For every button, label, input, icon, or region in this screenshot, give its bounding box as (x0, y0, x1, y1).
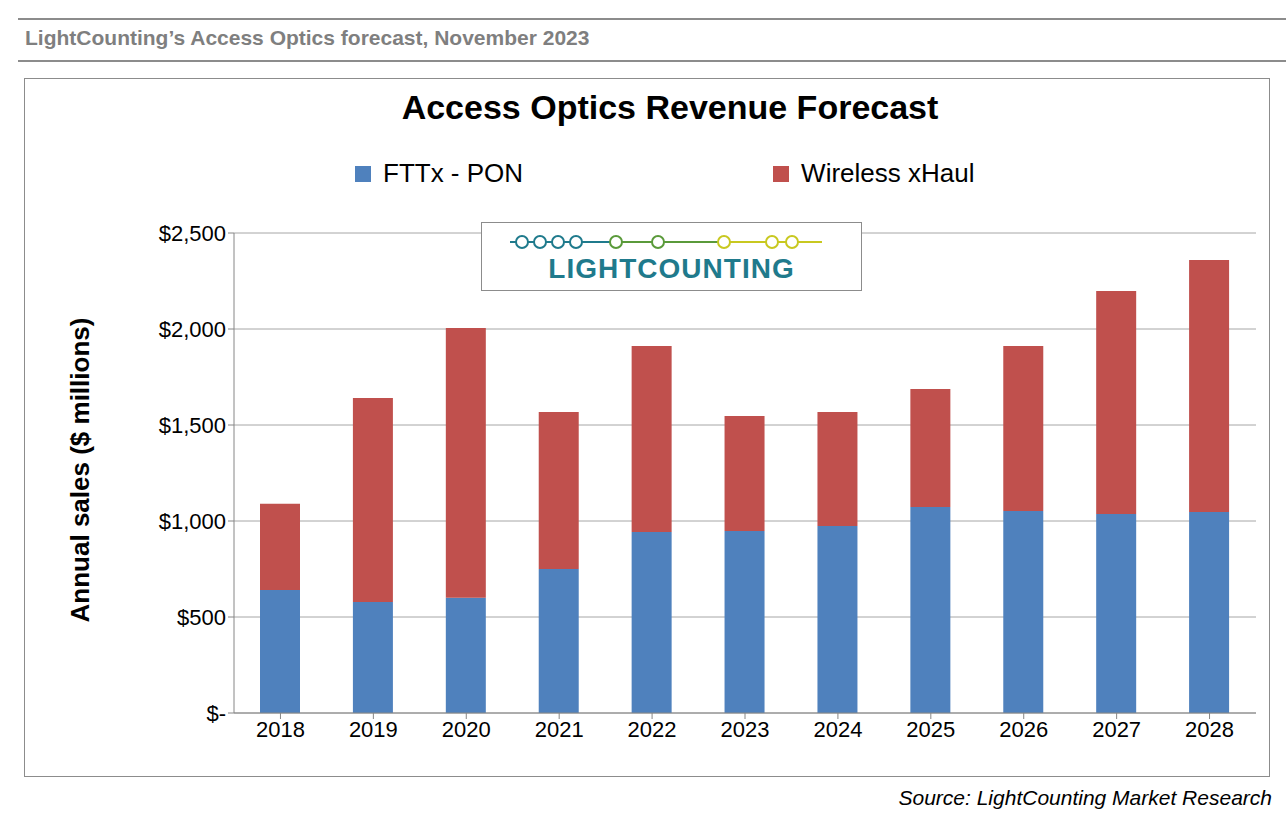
svg-text:2021: 2021 (535, 717, 584, 742)
svg-text:2027: 2027 (1092, 717, 1141, 742)
svg-text:2022: 2022 (628, 717, 677, 742)
html-text:Wireless xHaul: Wireless xHaul (801, 158, 975, 188)
html-text:FTTx - PON: FTTx - PON (383, 158, 524, 188)
svg-text:$1,000: $1,000 (159, 509, 226, 534)
svg-text:2023: 2023 (721, 717, 770, 742)
html-text:Source: LightCounting Market R: Source: LightCounting Market Research (898, 786, 1272, 809)
svg-text:2019: 2019 (349, 717, 398, 742)
svg-text:$2,500: $2,500 (159, 221, 226, 246)
svg-text:2018: 2018 (256, 717, 305, 742)
svg-text:2020: 2020 (442, 717, 491, 742)
svg-text:2026: 2026 (999, 717, 1048, 742)
html-text:LIGHTCOUNTING: LIGHTCOUNTING (548, 253, 795, 284)
svg-text:$-: $- (206, 701, 226, 726)
html-text:LightCounting’s Access Optics: LightCounting’s Access Optics forecast, … (25, 26, 590, 49)
svg-text:$1,500: $1,500 (159, 413, 226, 438)
svg-text:$2,000: $2,000 (159, 317, 226, 342)
svg-text:$500: $500 (177, 605, 226, 630)
svg-text:2025: 2025 (906, 717, 955, 742)
svg-text:2024: 2024 (813, 717, 862, 742)
html-text:Annual sales ($ millions): Annual sales ($ millions) (64, 317, 95, 623)
html-text:Access Optics Revenue Forecast: Access Optics Revenue Forecast (401, 88, 939, 126)
svg-text:2028: 2028 (1185, 717, 1234, 742)
